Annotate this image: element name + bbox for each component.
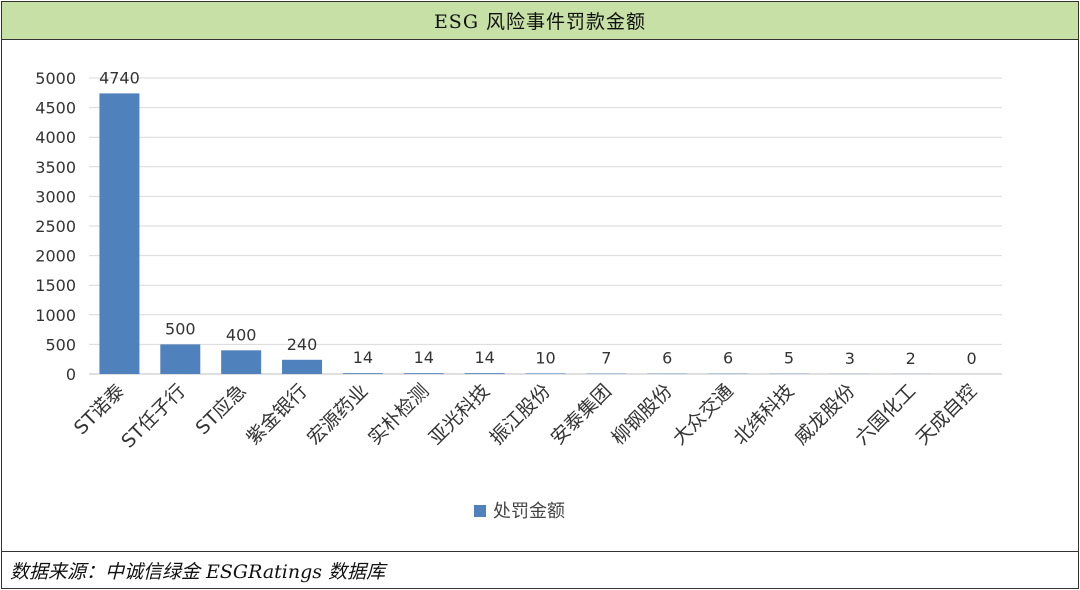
x-tick-label: ST任子行	[117, 380, 190, 453]
legend-swatch	[474, 505, 486, 517]
x-tick-label: ST诺泰	[70, 380, 129, 439]
x-tick-label: ST应急	[192, 380, 251, 439]
x-tick-label: 天成自控	[912, 380, 981, 449]
x-tick-label: 威龙股份	[790, 380, 859, 449]
x-tick-label: 六国化工	[851, 380, 920, 449]
x-tick-label: 亚光科技	[425, 380, 494, 449]
x-tick-label: 宏源药业	[303, 380, 372, 449]
x-tick-label: 北纬科技	[729, 380, 798, 449]
data-label: 14	[414, 348, 434, 367]
data-label: 4740	[99, 68, 140, 87]
footer: 数据来源：中诚信绿金 ESGRatings 数据库	[2, 551, 1078, 589]
y-tick-label: 2500	[35, 217, 76, 236]
bar	[464, 373, 505, 374]
bar-chart: 0500100015002000250030003500400045005000…	[35, 68, 1002, 522]
y-tick-label: 3500	[35, 158, 76, 177]
bar	[525, 373, 566, 374]
data-label: 2	[906, 349, 916, 368]
bar	[403, 373, 444, 374]
data-label: 14	[353, 348, 373, 367]
bar	[160, 344, 201, 374]
data-label: 500	[165, 319, 196, 338]
y-tick-label: 5000	[35, 69, 76, 88]
data-label: 240	[287, 335, 318, 354]
data-label: 10	[535, 348, 555, 367]
bar	[342, 373, 383, 374]
data-label: 3	[845, 349, 855, 368]
chart-area: 0 500 1000 1500 2000 2500 3000 3500 4000 4500 5000…	[2, 40, 1078, 550]
chart-title: ESG 风险事件罚款金额	[433, 11, 647, 33]
y-tick-label: 1500	[35, 276, 76, 295]
y-tick-label: 4500	[35, 99, 76, 118]
data-label: 400	[226, 325, 257, 344]
title-bar: ESG 风险事件罚款金额	[2, 2, 1078, 40]
x-tick-label: 安泰集团	[547, 380, 616, 449]
data-label: 7	[601, 349, 611, 368]
bar	[221, 350, 262, 374]
bar	[282, 359, 323, 374]
data-label: 6	[723, 349, 733, 368]
y-tick-label: 500	[45, 335, 76, 354]
data-label: 6	[662, 349, 672, 368]
legend-label: 处罚金额	[493, 501, 565, 522]
x-tick-label: 大众交通	[668, 380, 737, 449]
y-tick-label: 2000	[35, 247, 76, 266]
x-tick-label: 柳钢股份	[607, 380, 676, 449]
x-tick-label: 振江股份	[486, 380, 555, 449]
bar	[99, 93, 140, 374]
data-source-note: 数据来源：中诚信绿金 ESGRatings 数据库	[10, 561, 386, 583]
data-label: 5	[784, 349, 794, 368]
data-label: 14	[474, 348, 494, 367]
y-tick-label: 3000	[35, 187, 76, 206]
x-tick-label: 实朴检测	[364, 380, 433, 449]
data-label: 0	[966, 349, 976, 368]
y-tick-label: 0	[66, 365, 76, 384]
x-tick-label: 紫金银行	[242, 380, 311, 449]
y-tick-label: 1000	[35, 306, 76, 325]
y-tick-label: 4000	[35, 128, 76, 147]
